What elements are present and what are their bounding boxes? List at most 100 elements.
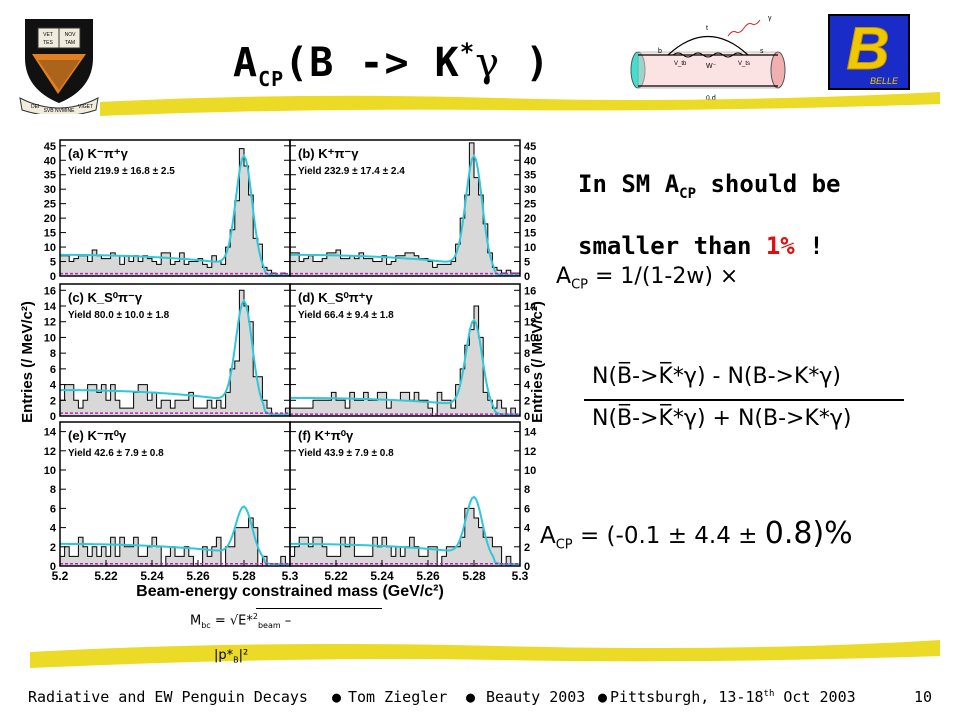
signal-fit-curve — [60, 154, 290, 277]
y-tick-label-right: 40 — [524, 155, 536, 167]
y-tick-label-left: 12 — [44, 317, 56, 329]
mbc-definition-line2: |p*B|² — [214, 648, 249, 665]
y-tick-label-right: 10 — [524, 465, 536, 477]
y-tick-label-left: 14 — [44, 427, 57, 439]
feyn-label-6: V_ts — [738, 61, 750, 67]
panel-yield: Yield 80.0 ± 10.0 ± 1.8 — [68, 310, 170, 321]
x-tick-label: 5.28 — [462, 569, 486, 583]
y-tick-label-left: 0 — [50, 271, 56, 283]
y-tick-label-left: 25 — [44, 199, 56, 211]
y-tick-label-left: 10 — [44, 465, 56, 477]
x-tick-label: 5.28 — [232, 569, 256, 583]
footer-conference: Beauty 2003 — [486, 688, 586, 706]
x-tick-label: 5.22 — [324, 569, 348, 583]
acp-result: ACP = (-0.1 ± 4.4 ± 0.8)% — [540, 516, 853, 553]
y-tick-label-right: 45 — [524, 141, 536, 153]
histogram-bars — [289, 142, 521, 277]
panel-label: (a) K⁻π⁺γ — [68, 146, 129, 161]
y-tick-label-left: 8 — [50, 348, 56, 360]
y-tick-label-right: 6 — [524, 503, 530, 515]
panel-label: (d) K_S⁰π⁺γ — [298, 290, 374, 305]
y-tick-label-left: 0 — [50, 411, 56, 423]
y-tick-label-left: 4 — [50, 380, 57, 392]
y-tick-label-right: 4 — [524, 380, 531, 392]
y-axis-label-right: Entries (/ MeV/c²) — [529, 301, 546, 423]
y-tick-label-left: 6 — [50, 364, 56, 376]
signal-fit-curve — [289, 495, 520, 566]
y-tick-label-right: 16 — [524, 285, 536, 297]
y-tick-label-right: 8 — [524, 484, 530, 496]
feyn-label-0: b — [658, 48, 662, 55]
y-tick-label-left: 40 — [44, 155, 56, 167]
signal-fit-curve — [59, 299, 290, 416]
panel-frame — [289, 283, 521, 417]
feyn-label-3: W⁻ — [706, 63, 717, 70]
panel-frame — [289, 139, 521, 277]
y-tick-label-right: 5 — [524, 257, 530, 269]
y-tick-label-left: 20 — [44, 213, 56, 225]
y-tick-label-left: 2 — [50, 395, 56, 407]
y-tick-label-right: 20 — [524, 213, 536, 225]
y-tick-label-left: 16 — [44, 285, 56, 297]
y-tick-label-right: 30 — [524, 184, 536, 196]
footer-sep-icon: ● — [332, 688, 342, 706]
y-tick-label-left: 4 — [50, 523, 57, 535]
footer-topic: Radiative and EW Penguin Decays — [28, 688, 308, 706]
page-number: 10 — [914, 688, 933, 706]
panel-yield: Yield 66.4 ± 9.4 ± 1.8 — [298, 310, 394, 321]
y-tick-label-left: 5 — [50, 257, 56, 269]
feyn-label-2: s — [760, 48, 764, 55]
y-tick-label-right: 4 — [524, 523, 531, 535]
y-tick-label-right: 12 — [524, 446, 536, 458]
panel-label: (f) K⁺π⁰γ — [298, 428, 354, 443]
y-tick-label-left: 6 — [50, 503, 56, 515]
y-tick-label-right: 0 — [524, 271, 530, 283]
x-tick-label: 5.26 — [186, 569, 210, 583]
feyn-label-5: V_tb — [674, 61, 687, 67]
y-tick-label-left: 45 — [44, 141, 56, 153]
panel-yield: Yield 232.9 ± 17.4 ± 2.4 — [298, 166, 405, 177]
belle-wordmark: BELLE — [870, 76, 899, 86]
y-tick-label-left: 0 — [50, 561, 56, 573]
panel-yield: Yield 219.9 ± 16.8 ± 2.5 — [68, 166, 175, 177]
asymmetry-numerator: N(B̅->K̅*γ) - N(B->K*γ) — [592, 364, 841, 389]
y-tick-label-right: 10 — [524, 332, 536, 344]
y-tick-label-left: 2 — [50, 542, 56, 554]
asymmetry-denominator: N(B̅->K̅*γ) + N(B->K*γ) — [592, 406, 852, 431]
panel-frame — [289, 421, 521, 567]
panel-label: (b) K⁺π⁻γ — [298, 146, 359, 161]
y-tick-label-right: 2 — [524, 395, 530, 407]
feynman-diagram: b t s W⁻ ū,d V_tb V_ts γ — [630, 15, 786, 102]
acp-definition: ACP = 1/(1-2w) × — [556, 264, 739, 293]
panel-label: (e) K⁻π⁰γ — [68, 428, 127, 443]
signal-fit-curve — [290, 154, 520, 277]
banner-text-2: VIGET — [78, 104, 93, 110]
signal-fit-curve — [59, 505, 290, 566]
y-tick-label-right: 6 — [524, 364, 530, 376]
footer-venue: Pittsburgh, 13-18th Oct 2003 — [610, 688, 856, 706]
x-tick-label: 5.24 — [140, 569, 164, 583]
sm-statement-line1: In SM ACP should be — [578, 170, 841, 202]
y-tick-label-left: 10 — [44, 242, 56, 254]
y-tick-label-left: 8 — [50, 484, 56, 496]
y-tick-label-right: 12 — [524, 317, 536, 329]
belle-b-letter: B — [846, 15, 889, 82]
x-tick-label: 5.3 — [282, 569, 299, 583]
feyn-label-7: γ — [768, 15, 772, 22]
y-tick-label-right: 8 — [524, 348, 530, 360]
histogram-bars — [59, 517, 290, 567]
histogram-bars — [289, 305, 520, 417]
x-tick-label: 5.22 — [94, 569, 118, 583]
shield-text-1: NOV — [65, 32, 77, 38]
y-tick-label-right: 10 — [524, 242, 536, 254]
feyn-label-1: t — [706, 25, 708, 32]
shield-text-3: TAM — [65, 40, 75, 46]
footer-sep-icon: ● — [598, 688, 608, 706]
mbc-definition: Mbc = √E*2beam – — [190, 612, 292, 630]
footer-author: Tom Ziegler — [348, 688, 448, 706]
sqrt-bar — [256, 608, 382, 609]
panel-yield: Yield 42.6 ± 7.9 ± 0.8 — [68, 448, 164, 459]
slide-title: ACP(B -> K*γ ) — [233, 38, 551, 91]
y-tick-label-right: 15 — [524, 228, 536, 240]
shield-text-0: VET — [43, 32, 53, 38]
